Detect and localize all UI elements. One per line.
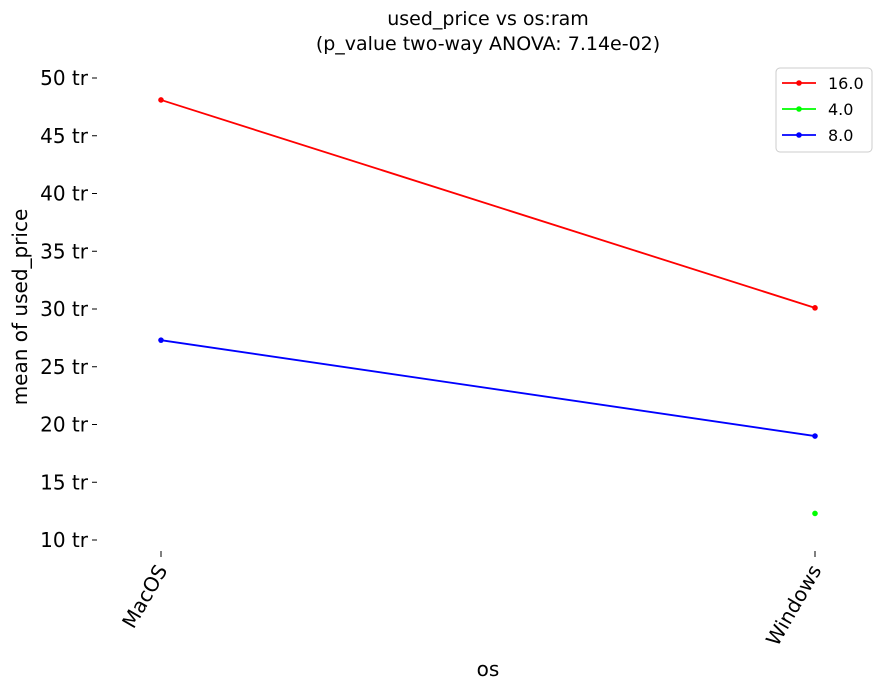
y-tick-label: 30 tr [40,297,89,321]
x-axis: MacOS Windows [117,551,826,650]
x-tick-label: MacOS [117,561,172,633]
legend-label: 4.0 [828,100,853,119]
legend-swatch-marker [796,106,802,112]
data-point-16.0 [812,305,818,311]
y-tick-label: 40 tr [40,182,89,206]
y-axis: 10 tr 15 tr 20 tr 25 tr 30 tr 35 tr 40 tr 45 tr… [40,66,97,552]
legend: 16.0 4.0 8.0 [775,67,873,153]
data-point-8.0 [158,337,164,343]
data-point-4.0 [812,510,818,517]
x-tick-label: Windows [761,561,826,650]
series-line-8.0 [160,339,816,437]
legend-label: 8.0 [828,126,853,145]
series-layer [158,97,818,517]
series-line-16.0 [160,99,816,309]
data-point-8.0 [812,433,818,439]
legend-label: 16.0 [828,74,864,93]
legend-swatch-marker [796,132,802,138]
y-tick-label: 15 tr [40,470,89,494]
chart-title-line1: used_price vs os:ram [387,8,589,30]
x-axis-label: os [477,657,500,681]
y-tick-label: 35 tr [40,239,89,263]
data-point-16.0 [158,97,164,103]
y-tick-label: 25 tr [40,355,89,379]
y-tick-label: 10 tr [40,528,89,552]
y-tick-label: 20 tr [40,413,89,437]
y-tick-label: 45 tr [40,124,89,148]
legend-box [775,67,873,153]
y-axis-label: mean of used_price [8,209,32,406]
chart-title-line2: (p_value two-way ANOVA: 7.14e-02) [316,33,660,55]
legend-swatch-marker [796,80,802,86]
y-tick-label: 50 tr [40,66,89,90]
